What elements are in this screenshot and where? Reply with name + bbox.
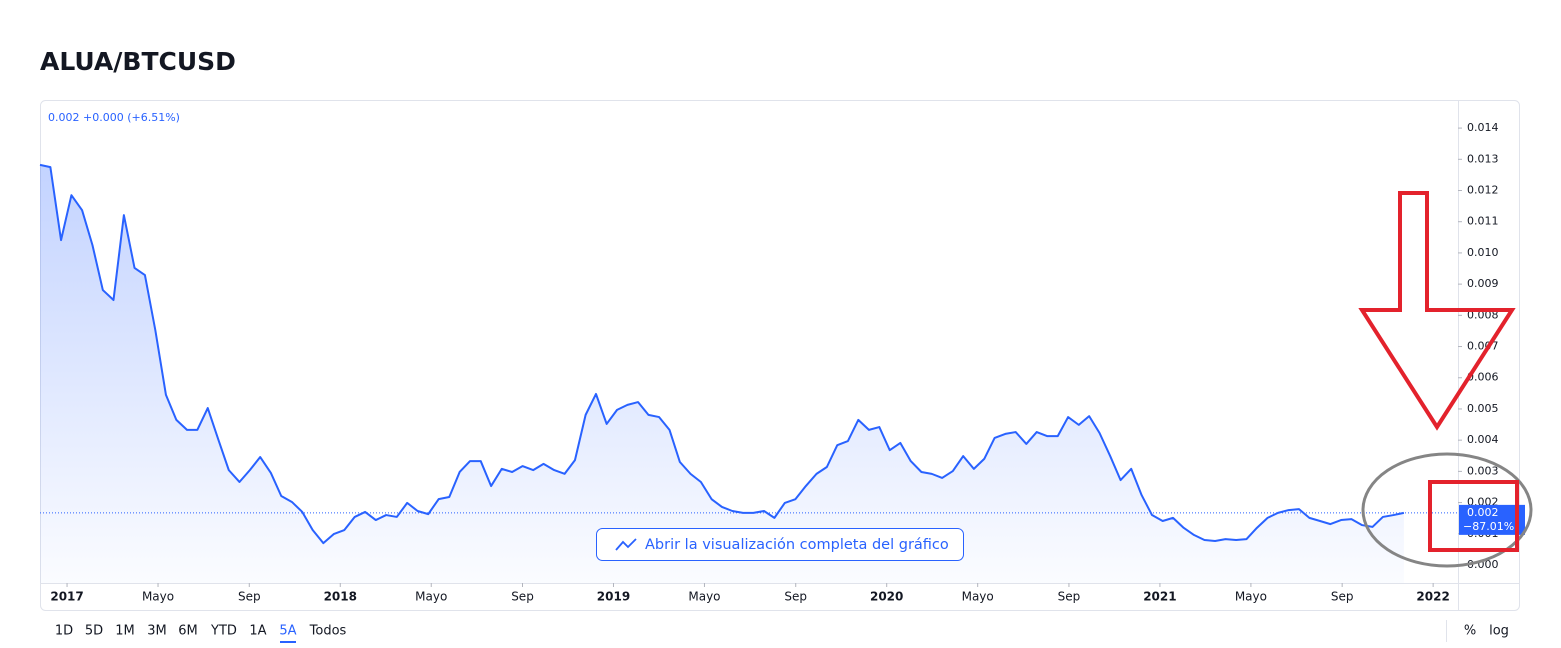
x-tick-label: Mayo	[142, 590, 174, 604]
x-tick-label: 2019	[597, 590, 630, 604]
y-tick-label: 0.006	[1467, 371, 1499, 384]
price-label-change: −87.01%	[1463, 520, 1514, 533]
y-tick-label: 0.010	[1467, 246, 1499, 259]
y-tick-label: 0.011	[1467, 215, 1499, 228]
legend: 0.002 +0.000 (+6.51%)	[48, 111, 180, 124]
annotations	[1358, 191, 1533, 568]
overlay: 0.002−87.01% Abrir la visualización compl…	[596, 504, 1525, 561]
x-tick-label: 2020	[870, 590, 903, 604]
y-tick-label: 0.003	[1467, 464, 1499, 477]
price-label-value: 0.002	[1467, 506, 1499, 519]
price-label-box	[1459, 504, 1525, 535]
range-button[interactable]: 3M	[147, 624, 167, 639]
red-box	[1428, 480, 1519, 552]
y-tick-label: 0.000	[1467, 558, 1499, 571]
x-tick-label: Sep	[1058, 590, 1081, 604]
y-tick-label: 0.004	[1467, 433, 1499, 446]
x-tick-label: Sep	[1331, 590, 1354, 604]
x-tick-label: Mayo	[1235, 590, 1267, 604]
button-icon[interactable]	[615, 538, 637, 551]
y-tick-label: 0.014	[1467, 121, 1499, 134]
gray-ellipse	[1361, 452, 1533, 568]
y-tick-label: 0.012	[1467, 184, 1499, 197]
x-tick-label: Sep	[238, 590, 261, 604]
x-tick-label: Mayo	[688, 590, 720, 604]
range-button[interactable]: Todos	[309, 624, 347, 639]
range-button[interactable]: 6M	[178, 624, 198, 639]
y-tick-label: 0.005	[1467, 402, 1499, 415]
x-tick-label: 2018	[324, 590, 357, 604]
page-title: ALUA/BTCUSD	[40, 47, 236, 76]
scale-option[interactable]: log	[1489, 624, 1509, 639]
x-tick-label: Sep	[784, 590, 807, 604]
button-label[interactable]: Abrir la visualización completa del gráf…	[645, 537, 949, 553]
y-tick-label: 0.013	[1467, 152, 1499, 165]
x-tick-label: Mayo	[962, 590, 994, 604]
x-tick-label: 2022	[1416, 590, 1449, 604]
range-button[interactable]: 5A	[279, 624, 296, 639]
range-button[interactable]: 1A	[249, 624, 266, 639]
area-fill	[40, 164, 1404, 583]
button-frame[interactable]	[596, 528, 964, 561]
scale-option[interactable]: %	[1464, 624, 1476, 639]
range-button[interactable]: 1D	[55, 624, 73, 639]
x-tick-label: Sep	[511, 590, 534, 604]
y-tick-label: 0.009	[1467, 277, 1499, 290]
x-tick-label: Mayo	[415, 590, 447, 604]
red-arrow	[1358, 191, 1516, 431]
x-tick-label: 2021	[1143, 590, 1176, 604]
range-button[interactable]: YTD	[210, 624, 237, 639]
x-tick-label: 2017	[50, 590, 83, 604]
open-full-chart-button[interactable]: Abrir la visualización completa del gráf…	[596, 528, 964, 561]
range-button[interactable]: 1M	[115, 624, 135, 639]
range-button[interactable]: 5D	[85, 624, 103, 639]
price-line	[39, 163, 1405, 545]
